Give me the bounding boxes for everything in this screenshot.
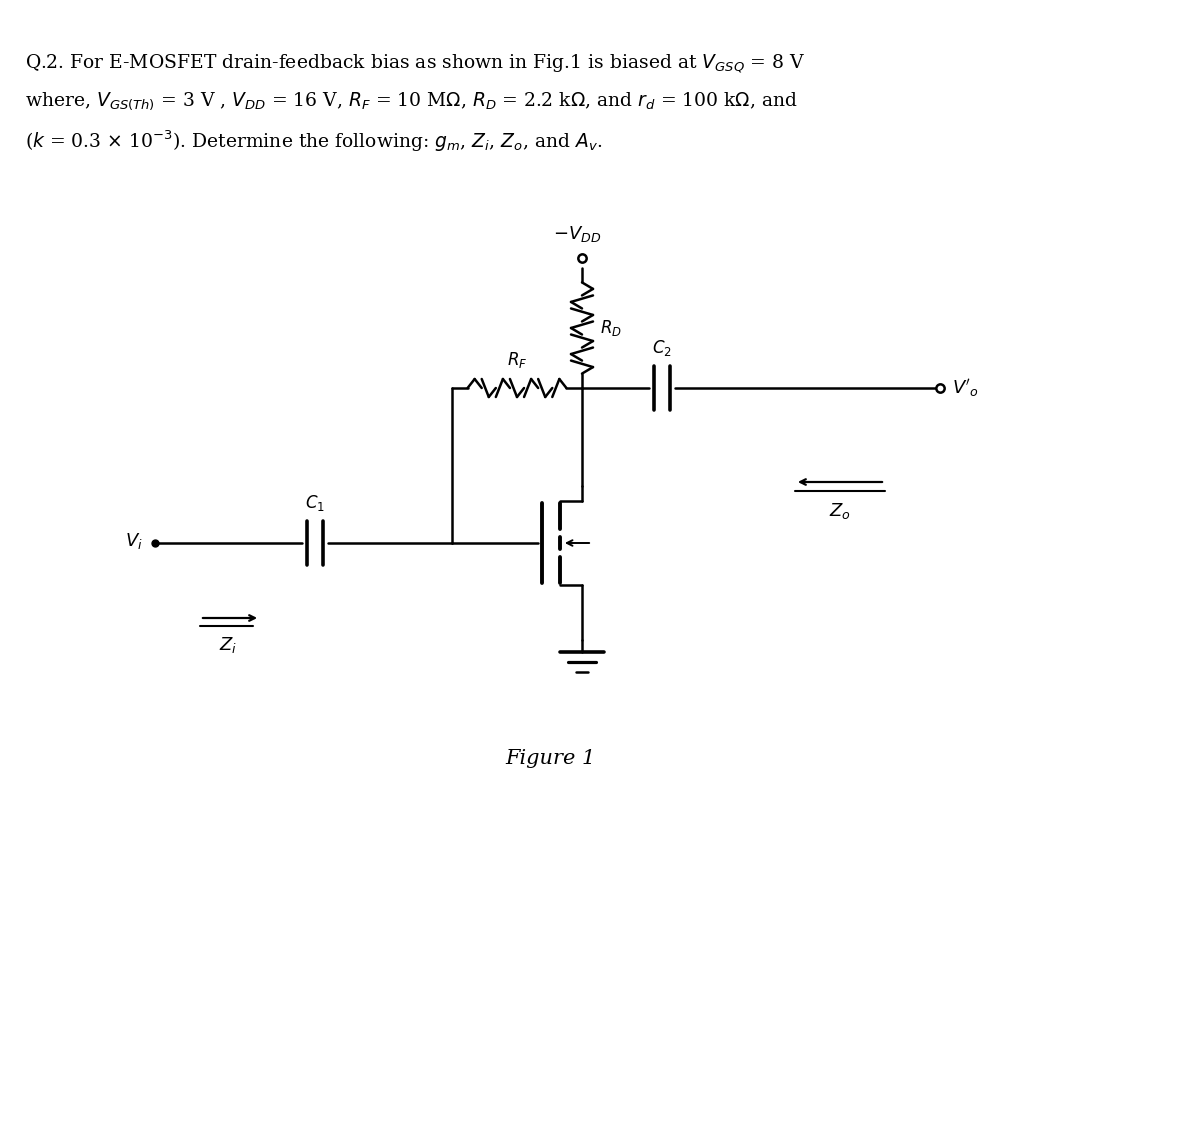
Text: $V_i$: $V_i$	[125, 531, 143, 551]
Text: Figure 1: Figure 1	[505, 749, 595, 767]
Text: $C_1$: $C_1$	[305, 493, 325, 513]
Text: $Z_o$: $Z_o$	[829, 501, 851, 521]
Text: $V'_o$: $V'_o$	[952, 377, 979, 399]
Text: $-V_{DD}$: $-V_{DD}$	[553, 224, 601, 243]
Text: $C_2$: $C_2$	[652, 338, 672, 358]
Text: $R_F$: $R_F$	[506, 350, 527, 370]
Text: where, $V_{GS(Th)}$ = 3 V , $V_{DD}$ = 16 V, $R_F$ = 10 M$\Omega$, $R_D$ = 2.2 k: where, $V_{GS(Th)}$ = 3 V , $V_{DD}$ = 1…	[25, 91, 798, 112]
Text: $R_D$: $R_D$	[600, 318, 622, 338]
Text: Q.2. For E-MOSFET drain-feedback bias as shown in Fig.1 is biased at $V_{GSQ}$ =: Q.2. For E-MOSFET drain-feedback bias as…	[25, 53, 805, 75]
Text: ($k$ = 0.3 $\times$ 10$^{-3}$). Determine the following: $g_m$, $Z_i$, $Z_o$, an: ($k$ = 0.3 $\times$ 10$^{-3}$). Determin…	[25, 129, 602, 154]
Text: $Z_i$: $Z_i$	[218, 636, 238, 655]
